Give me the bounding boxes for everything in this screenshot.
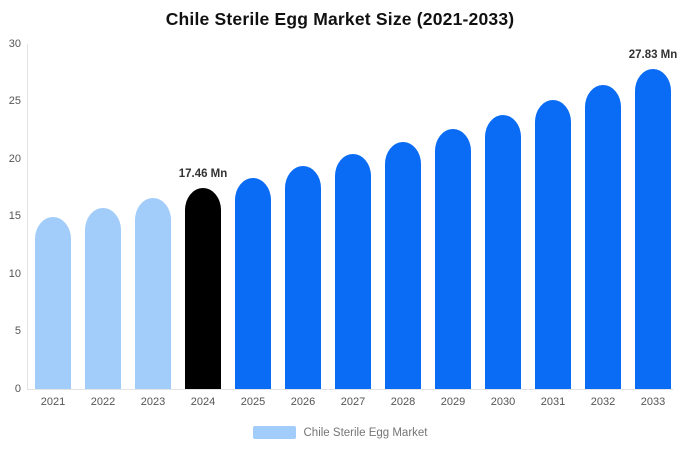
bar-2029[interactable]: [435, 128, 471, 389]
bar-2026[interactable]: [285, 166, 321, 389]
y-tick-15: 15: [8, 210, 21, 222]
bar-2024[interactable]: [185, 188, 221, 389]
x-label-2029: 2029: [440, 396, 466, 408]
plot-area: 17.46 Mn 27.83 Mn: [28, 44, 678, 389]
y-tick-0: 0: [14, 382, 21, 395]
bar-2032[interactable]: [585, 85, 621, 389]
legend-label: Chile Sterile Egg Market: [303, 426, 428, 439]
y-tick-20: 20: [8, 152, 21, 165]
bar-slot-2021: [28, 44, 78, 389]
bar-slot-2031: [528, 44, 578, 389]
bar-slot-2027: [328, 44, 378, 389]
y-tick-25: 25: [8, 95, 21, 107]
x-label-2028: 2028: [390, 396, 416, 408]
x-label-2023: 2023: [140, 396, 166, 408]
bar-2027[interactable]: [335, 154, 371, 389]
bar-slot-2023: [128, 44, 178, 389]
y-tick-5: 5: [14, 325, 21, 337]
bar-slot-2026: [278, 44, 328, 389]
chart-title: Chile Sterile Egg Market Size (2021-2033…: [165, 9, 515, 29]
value-label-2033: 27.83 Mn: [628, 48, 678, 61]
value-label-2024: 17.46 Mn: [178, 168, 228, 181]
x-label-2022: 2022: [90, 396, 116, 408]
x-label-2021: 2021: [40, 396, 66, 408]
x-label-2025: 2025: [240, 396, 266, 408]
bar-2021[interactable]: [35, 217, 71, 389]
x-label-2031: 2031: [540, 396, 566, 408]
x-label-2026: 2026: [290, 396, 316, 408]
bar-2023[interactable]: [135, 198, 171, 389]
x-label-2030: 2030: [490, 396, 516, 408]
y-tick-10: 10: [8, 267, 21, 280]
bar-slot-2032: [578, 44, 628, 389]
bar-2031[interactable]: [535, 100, 571, 389]
legend[interactable]: Chile Sterile Egg Market: [0, 426, 680, 439]
legend-swatch: [252, 426, 296, 439]
y-tick-30: 30: [8, 37, 21, 50]
bar-2025[interactable]: [235, 177, 271, 389]
bar-slot-2028: [378, 44, 428, 389]
bar-slot-2030: [478, 44, 528, 389]
bar-slot-2022: [78, 44, 128, 389]
bar-2028[interactable]: [385, 142, 421, 389]
x-label-2032: 2032: [590, 396, 616, 408]
bar-slot-2025: [228, 44, 278, 389]
x-axis: 2021 2022 2023 2024 2025 2026 2027 2028 2029 2030…: [28, 396, 678, 408]
bar-slot-2029: [428, 44, 478, 389]
bar-slot-2024: 17.46 Mn: [178, 44, 228, 389]
x-label-2033: 2033: [640, 396, 666, 408]
bar-2022[interactable]: [85, 208, 121, 389]
bar-2033[interactable]: [635, 69, 671, 389]
x-label-2024: 2024: [190, 396, 216, 408]
x-axis-line: [27, 389, 673, 390]
y-axis-line: [27, 44, 28, 389]
x-label-2027: 2027: [340, 396, 366, 408]
bar-2030[interactable]: [485, 115, 521, 389]
bar-slot-2033: 27.83 Mn: [628, 44, 678, 389]
